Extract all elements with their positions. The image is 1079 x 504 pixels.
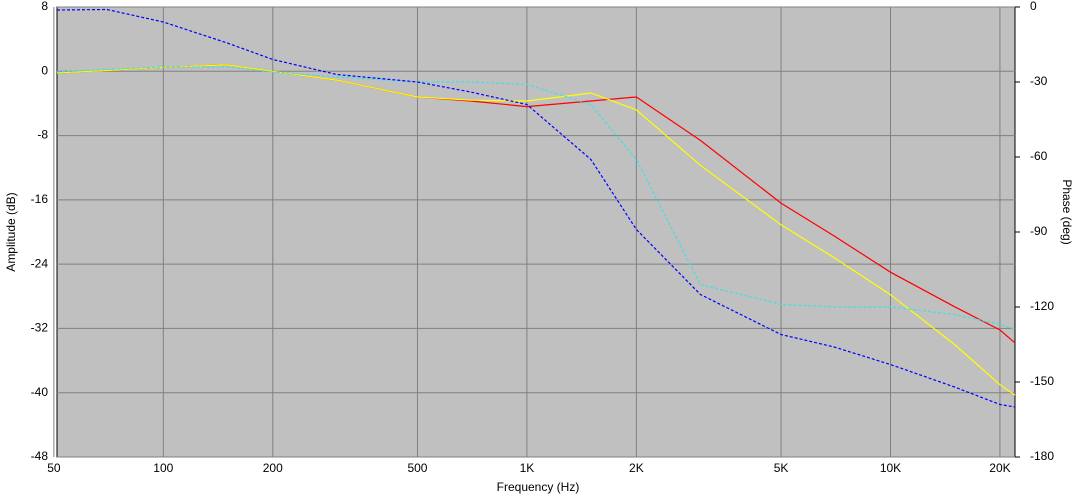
x-tick-label: 200 [263,461,283,475]
y-tick-label: -16 [31,192,49,206]
series-line [56,66,1016,331]
plot-area [56,6,1016,458]
y-tick-label: -48 [31,449,49,463]
series-line [56,8,1016,408]
x-tick-label: 100 [153,461,173,475]
y-tick-label: -24 [31,256,49,270]
x-tick-label: 2K [629,461,644,475]
x-tick-label: 50 [47,461,61,475]
y-tick-label: -32 [31,321,49,335]
y-tick-label: -8 [37,128,48,142]
y2-axis-label: Phase (deg) [1060,179,1074,244]
y2-tick-label: -120 [1030,299,1054,313]
series-line [56,64,1016,396]
y2-tick-label: 0 [1030,0,1037,13]
x-tick-label: 5K [774,461,789,475]
x-axis-label: Frequency (Hz) [497,480,580,494]
x-tick-label: 20K [989,461,1010,475]
y-tick-label: 8 [41,0,48,13]
y2-tick-label: -30 [1030,74,1048,88]
y2-tick-label: -90 [1030,224,1048,238]
y2-tick-label: -60 [1030,149,1048,163]
y-axis-label: Amplitude (dB) [4,192,18,271]
y-tick-label: 0 [41,63,48,77]
x-tick-label: 500 [407,461,427,475]
y-tick-label: -40 [31,385,49,399]
y2-tick-label: -150 [1030,374,1054,388]
y2-tick-label: -180 [1030,449,1054,463]
x-tick-label: 10K [880,461,901,475]
x-tick-label: 1K [520,461,535,475]
